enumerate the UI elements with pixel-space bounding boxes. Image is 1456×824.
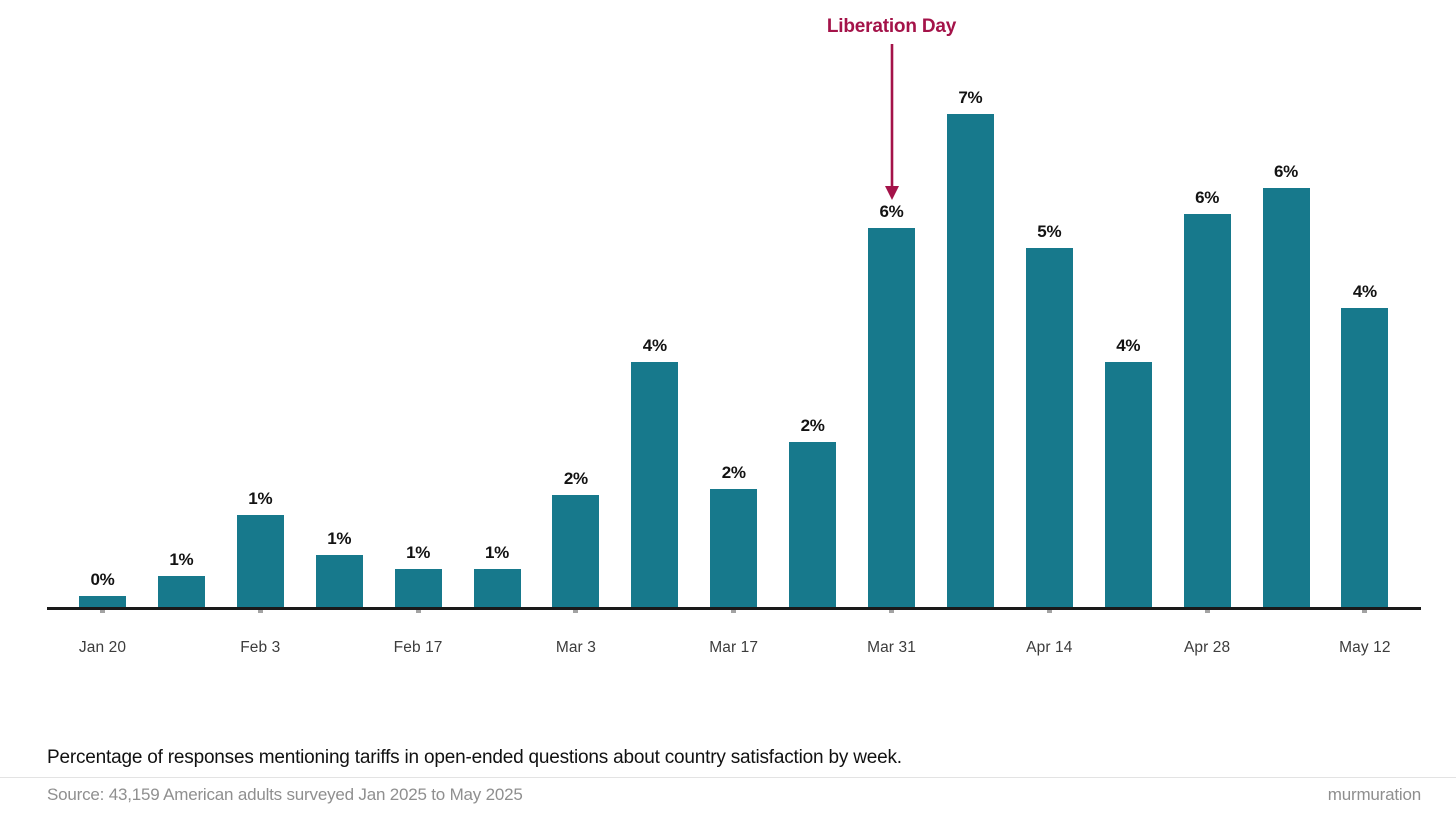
- bar-value-label: 6%: [1274, 161, 1298, 181]
- bar-value-label: 6%: [879, 201, 904, 221]
- bar: [631, 361, 679, 609]
- x-tick-mark: [573, 610, 579, 613]
- x-tick-mark: [1362, 610, 1368, 613]
- bar-value-label: 2%: [800, 415, 825, 435]
- bar-value-label: 1%: [406, 542, 431, 562]
- bar: [236, 515, 284, 609]
- x-tick-mark: [100, 610, 105, 613]
- x-tick-mark: [257, 610, 263, 613]
- brand-wordmark: murmuration: [1327, 785, 1421, 804]
- bar-value-label: 1%: [248, 489, 273, 509]
- bar: [789, 441, 837, 609]
- x-tick-mark: [415, 610, 421, 613]
- bar: [1025, 247, 1073, 609]
- bar: [710, 488, 758, 609]
- x-tick-mark: [731, 610, 737, 613]
- bar-value-label: 5%: [1037, 221, 1062, 241]
- x-tick-mark: [889, 610, 894, 613]
- bar: [394, 568, 442, 609]
- x-tick-label: Apr 14: [1026, 639, 1073, 656]
- x-axis-line: [47, 607, 1421, 610]
- x-tick-label: Feb 3: [240, 639, 281, 656]
- bar: [79, 595, 126, 609]
- x-tick-label: Apr 28: [1183, 639, 1231, 656]
- x-tick-label: May 12: [1339, 639, 1391, 656]
- annotation-label: Liberation Day: [826, 16, 957, 37]
- bar-value-label: 1%: [169, 549, 194, 569]
- down-arrow-icon: [884, 44, 899, 200]
- bar-value-label: 1%: [485, 542, 509, 562]
- bar-value-label: 2%: [721, 462, 746, 482]
- footer-divider: [0, 777, 1456, 778]
- x-tick-label: Feb 17: [393, 639, 443, 656]
- bar-value-label: 6%: [1195, 188, 1220, 208]
- bar-value-label: 4%: [642, 335, 667, 355]
- bar-value-label: 1%: [327, 529, 352, 549]
- x-tick-label: Mar 17: [709, 639, 759, 656]
- bar: [315, 555, 363, 609]
- bar-value-label: 4%: [1116, 335, 1141, 355]
- bar: [157, 575, 205, 609]
- bar: [1183, 214, 1231, 609]
- bar: [1341, 307, 1389, 609]
- x-tick-mark: [1046, 610, 1052, 613]
- x-tick-label: Mar 3: [555, 639, 596, 656]
- bar: [946, 114, 994, 609]
- x-tick-mark: [1204, 610, 1210, 613]
- bar: [1262, 187, 1310, 609]
- bar: [552, 495, 600, 609]
- bar: [1104, 361, 1152, 609]
- bar-value-label: 0%: [90, 569, 115, 589]
- source-note: Source: 43,159 American adults surveyed …: [47, 785, 523, 804]
- x-tick-label: Mar 31: [867, 639, 916, 656]
- bar-value-label: 7%: [958, 88, 983, 107]
- bar-value-label: 2%: [563, 469, 588, 489]
- bar-value-label: 4%: [1352, 281, 1377, 301]
- chart-caption: Percentage of responses mentioning tarif…: [47, 747, 902, 768]
- bar: [868, 227, 915, 609]
- bar: [473, 568, 521, 609]
- x-tick-label: Jan 20: [78, 639, 127, 656]
